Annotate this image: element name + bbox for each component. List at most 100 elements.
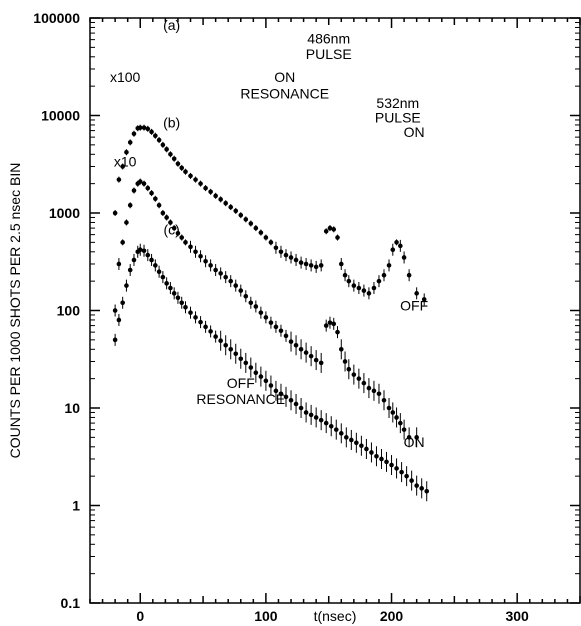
data-point xyxy=(183,304,188,310)
data-point xyxy=(379,456,384,462)
data-point xyxy=(228,204,234,210)
annotation: PULSE xyxy=(306,46,352,62)
data-point xyxy=(160,142,166,148)
data-point xyxy=(263,378,269,384)
y-tick-label: 1 xyxy=(72,498,80,514)
data-point xyxy=(164,147,169,152)
data-point xyxy=(283,333,289,339)
annotation: (c) xyxy=(164,222,180,238)
annotations: (a)x100(b)x10(c)486nmPULSEONRESONANCE532… xyxy=(110,17,428,450)
data-point xyxy=(273,324,279,330)
data-point xyxy=(288,397,294,403)
data-point xyxy=(188,244,193,250)
data-point xyxy=(228,278,234,284)
data-point xyxy=(171,291,177,296)
data-point xyxy=(223,274,228,280)
annotation: x100 xyxy=(110,69,141,85)
annotation: OFF xyxy=(400,298,428,314)
data-point xyxy=(258,230,264,235)
data-point xyxy=(198,319,203,325)
data-point xyxy=(409,478,414,483)
data-point xyxy=(366,385,372,391)
data-point xyxy=(404,473,409,479)
data-point xyxy=(164,281,169,286)
data-point xyxy=(164,215,169,220)
data-point xyxy=(141,181,147,186)
data-point xyxy=(145,252,151,258)
data-point xyxy=(116,177,122,182)
data-point xyxy=(243,293,249,299)
data-point xyxy=(342,359,348,364)
data-point xyxy=(394,466,399,471)
annotation: (a) xyxy=(163,17,180,33)
data-point xyxy=(424,488,430,494)
data-point xyxy=(338,431,344,436)
x-tick-label: 100 xyxy=(254,608,278,624)
data-point xyxy=(344,435,349,440)
data-point xyxy=(141,248,147,254)
y-tick-label: 100 xyxy=(57,303,81,319)
data-point xyxy=(414,291,419,296)
data-point xyxy=(268,383,274,388)
data-point xyxy=(366,291,372,296)
data-point xyxy=(401,255,407,260)
data-point xyxy=(369,450,374,455)
data-point xyxy=(213,334,218,339)
data-point xyxy=(168,151,173,157)
data-point xyxy=(218,338,223,344)
data-point xyxy=(193,249,198,255)
data-point xyxy=(208,189,213,195)
data-point xyxy=(376,278,382,284)
data-point xyxy=(374,453,379,459)
data-point xyxy=(313,415,319,420)
data-point xyxy=(268,320,274,325)
data-point xyxy=(120,300,125,306)
data-point xyxy=(127,202,133,208)
data-point xyxy=(171,156,177,162)
data-point xyxy=(323,323,329,328)
annotation: (b) xyxy=(163,115,180,131)
data-point xyxy=(218,197,223,202)
data-point xyxy=(223,342,228,348)
data-point xyxy=(384,459,389,465)
data-point xyxy=(223,200,228,206)
data-point xyxy=(333,427,339,432)
data-point xyxy=(421,297,427,302)
series-3 xyxy=(112,243,430,502)
data-point xyxy=(263,315,269,320)
data-point xyxy=(248,221,254,226)
x-axis-ticks: 0 100 200 300 xyxy=(89,18,581,624)
data-point xyxy=(356,285,362,291)
data-point xyxy=(398,420,403,426)
data-point xyxy=(213,193,218,199)
data-point xyxy=(338,261,344,267)
data-point xyxy=(258,310,264,315)
data-point xyxy=(198,181,203,186)
data-point xyxy=(298,346,304,352)
data-point xyxy=(248,300,254,306)
data-point xyxy=(149,129,154,135)
annotation: x10 xyxy=(114,153,137,169)
data-point xyxy=(386,405,392,411)
y-tick-label: 10000 xyxy=(41,108,80,124)
annotation: RESONANCE xyxy=(240,85,329,101)
series-1 xyxy=(112,124,427,306)
data-point xyxy=(381,397,387,403)
annotation: ON xyxy=(404,434,425,450)
data-point xyxy=(208,263,213,268)
data-point xyxy=(318,263,324,268)
data-point xyxy=(116,317,122,323)
data-point xyxy=(131,257,137,263)
data-point xyxy=(145,185,151,191)
annotation: 486nm xyxy=(307,30,350,46)
data-point xyxy=(203,185,208,191)
data-point xyxy=(414,435,419,440)
data-point xyxy=(398,243,403,249)
data-point xyxy=(183,240,188,245)
data-point xyxy=(386,263,392,268)
data-point xyxy=(253,304,259,309)
data-point xyxy=(298,405,304,411)
data-point xyxy=(273,388,279,394)
data-point xyxy=(179,235,185,240)
